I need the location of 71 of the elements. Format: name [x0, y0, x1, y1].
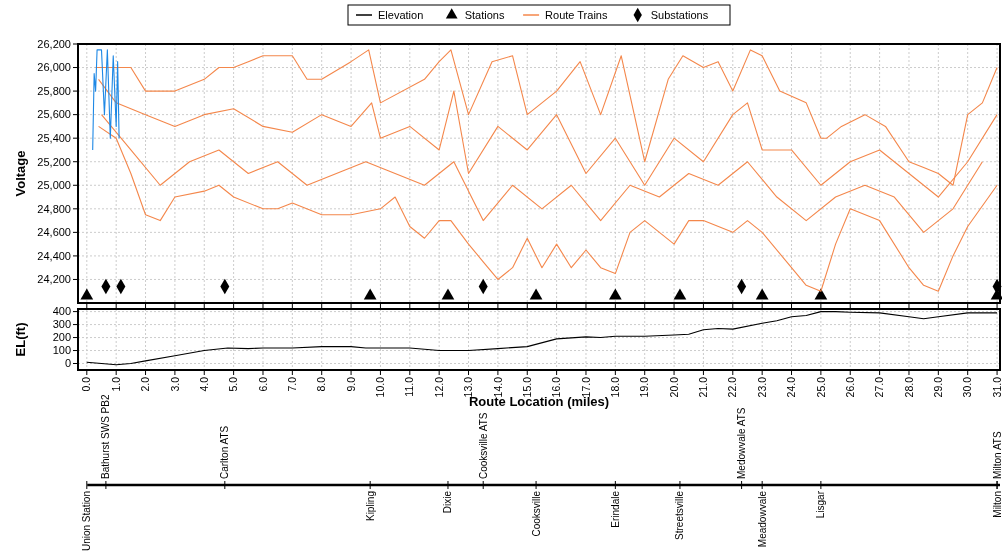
x-tick-label: 30.0 [961, 376, 974, 398]
x-tick-label: 11.0 [403, 376, 416, 397]
x-tick-label: 21.0 [697, 376, 710, 398]
x-tick-label: 4.0 [197, 376, 210, 392]
legend-label: Substations [650, 8, 709, 21]
x-tick-label: 25.0 [814, 376, 827, 398]
y-tick-label: 26,000 [37, 61, 71, 74]
legend-label: Stations [464, 8, 505, 21]
text: Cooksville ATS [477, 412, 489, 479]
text: Medowvale ATS [736, 407, 748, 479]
line-series [92, 49, 120, 151]
legend-label: Elevation [378, 8, 424, 21]
y-tick-label: 25,600 [37, 108, 71, 121]
text: Meadowvale [756, 490, 768, 548]
x-tick-label: 14.0 [491, 376, 504, 398]
x-tick-label: 29.0 [932, 376, 945, 398]
y-axis-title: EL(ft) [12, 322, 28, 357]
text: Streetsville [674, 490, 686, 540]
y-tick-label: 26,200 [37, 37, 71, 50]
x-tick-label: 26.0 [843, 376, 856, 398]
y-tick-label: 200 [52, 331, 71, 344]
legend-label: Route Trains [545, 8, 608, 21]
text: Milton ATS [991, 431, 1002, 479]
text: Carlton ATS [219, 425, 231, 479]
y-tick-label: 24,200 [37, 273, 71, 286]
text: Union Station [81, 491, 93, 552]
y-tick-label: 24,400 [37, 249, 71, 262]
text: Kipling [364, 491, 376, 522]
x-tick-label: 23.0 [755, 376, 768, 398]
y-tick-label: 400 [52, 305, 71, 318]
y-axis-title: Voltage [12, 150, 28, 197]
x-tick-label: 31.0 [990, 376, 1002, 398]
text: Milton [991, 491, 1002, 518]
y-tick-label: 25,400 [37, 132, 71, 145]
y-tick-label: 25,800 [37, 84, 71, 97]
x-tick-label: 7.0 [286, 376, 299, 392]
x-tick-label: 10.0 [374, 376, 387, 398]
text: Bathurst SWS PB2 [100, 394, 112, 479]
x-tick-label: 6.0 [256, 376, 269, 392]
x-tick-label: 15.0 [520, 376, 533, 398]
x-tick-label: 13.0 [462, 376, 475, 398]
y-tick-label: 24,800 [37, 202, 71, 215]
x-tick-label: 27.0 [873, 376, 886, 398]
x-tick-label: 16.0 [550, 376, 563, 398]
y-tick-label: 300 [52, 318, 71, 331]
x-tick-label: 17.0 [579, 376, 592, 398]
x-tick-label: 28.0 [902, 376, 915, 398]
x-tick-label: 19.0 [638, 376, 651, 398]
x-tick-label: 1.0 [109, 376, 122, 392]
x-tick-label: 2.0 [139, 376, 152, 392]
text: Erindale [609, 490, 621, 528]
text: Lisgar [815, 490, 827, 519]
x-tick-label: 8.0 [315, 376, 328, 392]
text: Dixie [442, 490, 454, 514]
line-series [100, 114, 983, 233]
x-tick-label: 0.0 [80, 376, 93, 392]
y-tick-label: 25,000 [37, 179, 71, 192]
text: Cooksville [530, 490, 542, 537]
y-tick-label: 0 [64, 357, 71, 370]
x-tick-label: 20.0 [667, 376, 680, 398]
x-tick-label: 12.0 [432, 376, 445, 398]
y-tick-label: 100 [52, 344, 71, 357]
x-tick-label: 22.0 [726, 376, 739, 398]
x-tick-label: 3.0 [168, 376, 181, 392]
x-tick-label: 24.0 [785, 376, 798, 398]
x-tick-label: 9.0 [344, 376, 357, 392]
x-tick-label: 5.0 [227, 376, 240, 392]
y-tick-label: 25,200 [37, 155, 71, 168]
x-tick-label: 18.0 [609, 376, 622, 398]
line-series [86, 311, 998, 366]
y-tick-label: 24,600 [37, 226, 71, 239]
